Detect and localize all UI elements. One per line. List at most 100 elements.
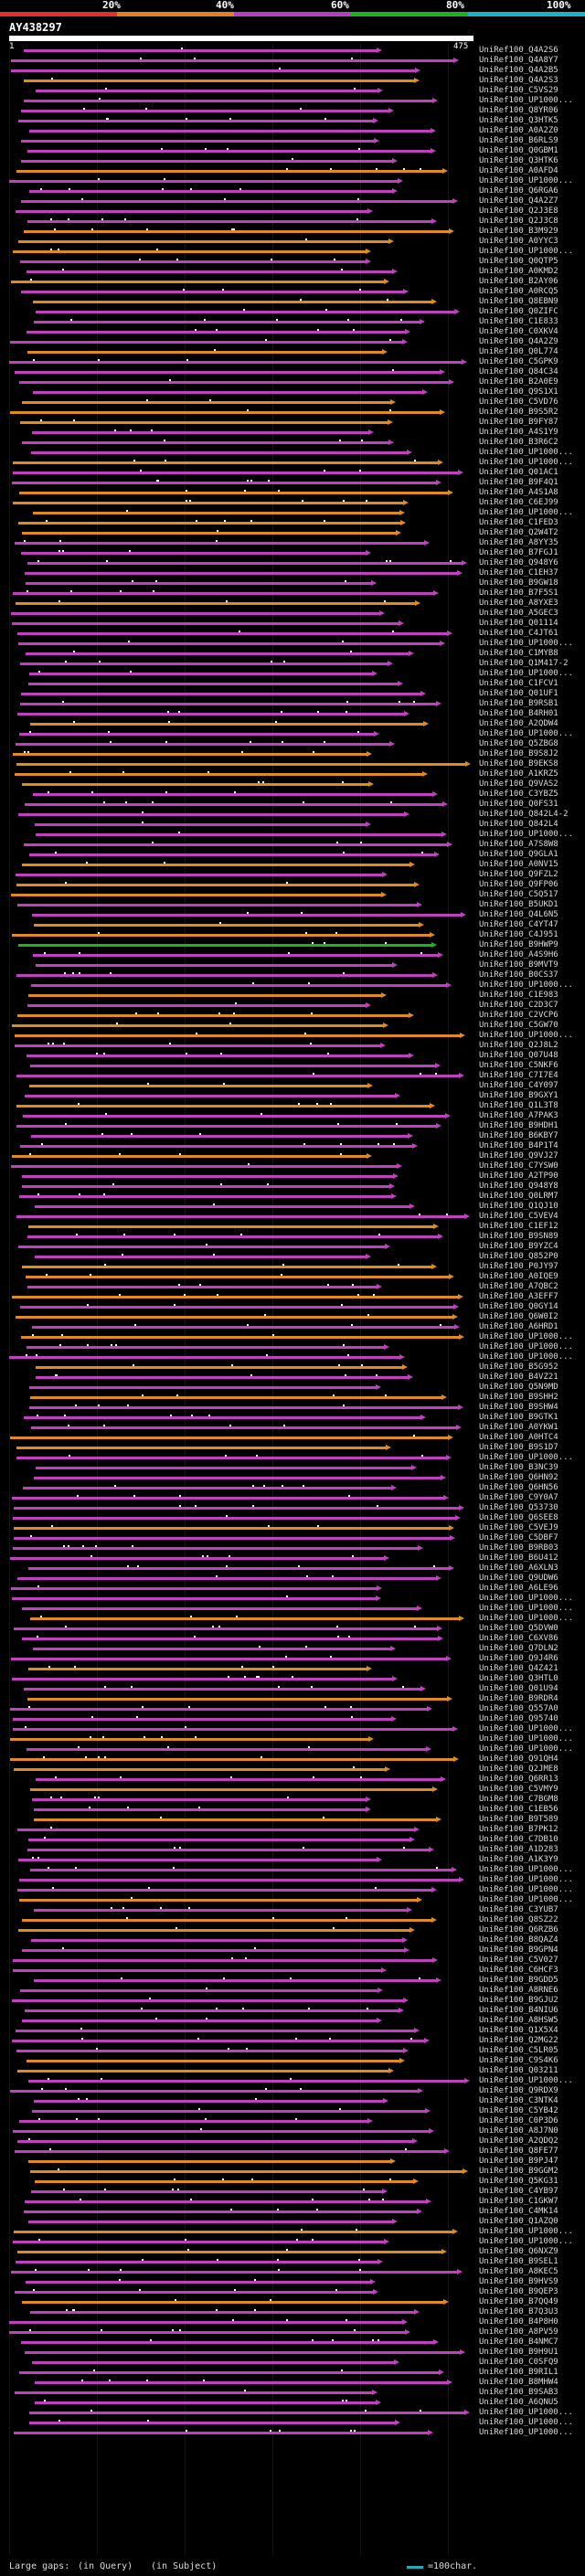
hit-label[interactable]: UniRef100_B5UKD1 bbox=[479, 900, 558, 909]
hit-label[interactable]: UniRef100_A0YKW1 bbox=[479, 1423, 558, 1432]
hit-row[interactable]: UniRef100_Q0QTP5 bbox=[0, 257, 585, 267]
hit-label[interactable]: UniRef100_A4S1Y9 bbox=[479, 428, 558, 437]
hit-row[interactable]: UniRef100_Q4A2S6 bbox=[0, 46, 585, 56]
hit-row[interactable]: UniRef100_A8PV59 bbox=[0, 2327, 585, 2337]
hit-label[interactable]: UniRef100_A7S8W8 bbox=[479, 840, 558, 849]
hit-label[interactable]: UniRef100_Q8FE77 bbox=[479, 2147, 558, 2156]
hit-row[interactable]: UniRef100_C5VMY9 bbox=[0, 1785, 585, 1795]
hit-label[interactable]: UniRef100_UP1000... bbox=[479, 1453, 573, 1462]
hit-row[interactable]: UniRef100_UP1000... bbox=[0, 2428, 585, 2438]
hit-label[interactable]: UniRef100_B9EKS8 bbox=[479, 759, 558, 769]
hit-row[interactable]: UniRef100_Q6SEE8 bbox=[0, 1513, 585, 1523]
hit-row[interactable]: UniRef100_C5V027 bbox=[0, 1956, 585, 1966]
hit-row[interactable]: UniRef100_A6XLN3 bbox=[0, 1564, 585, 1574]
hit-row[interactable]: UniRef100_Q557A0 bbox=[0, 1704, 585, 1714]
hit-label[interactable]: UniRef100_UP1000... bbox=[479, 1734, 573, 1744]
hit-row[interactable]: UniRef100_B7QQ49 bbox=[0, 2297, 585, 2307]
hit-label[interactable]: UniRef100_UP1000... bbox=[479, 1724, 573, 1733]
hit-label[interactable]: UniRef100_C4MK14 bbox=[479, 2207, 558, 2216]
hit-row[interactable]: UniRef100_C7YSW0 bbox=[0, 1161, 585, 1171]
hit-label[interactable]: UniRef100_C5VEJ9 bbox=[479, 1523, 558, 1532]
hit-label[interactable]: UniRef100_C1EH37 bbox=[479, 568, 558, 578]
hit-row[interactable]: UniRef100_Q842L4 bbox=[0, 820, 585, 830]
hit-label[interactable]: UniRef100_A6QNU5 bbox=[479, 2398, 558, 2407]
hit-label[interactable]: UniRef100_UP1000... bbox=[479, 2076, 573, 2085]
hit-row[interactable]: UniRef100_B3M929 bbox=[0, 227, 585, 237]
hit-row[interactable]: UniRef100_C1GKW7 bbox=[0, 2197, 585, 2207]
hit-row[interactable]: UniRef100_C0SFQ9 bbox=[0, 2358, 585, 2368]
hit-label[interactable]: UniRef100_Q2J8L2 bbox=[479, 1041, 558, 1050]
hit-label[interactable]: UniRef100_C7BGM8 bbox=[479, 1795, 558, 1804]
hit-row[interactable]: UniRef100_B9GGM2 bbox=[0, 2167, 585, 2177]
hit-label[interactable]: UniRef100_Q2JME8 bbox=[479, 1765, 558, 1774]
hit-row[interactable]: UniRef100_A4S1A8 bbox=[0, 488, 585, 498]
hit-label[interactable]: UniRef100_A8KEC5 bbox=[479, 2267, 558, 2276]
hit-label[interactable]: UniRef100_Q2J3C8 bbox=[479, 217, 558, 226]
hit-row[interactable]: UniRef100_C4YT47 bbox=[0, 920, 585, 930]
hit-label[interactable]: UniRef100_C4YT47 bbox=[479, 920, 558, 929]
hit-label[interactable]: UniRef100_Q5N9MD bbox=[479, 1383, 558, 1392]
hit-label[interactable]: UniRef100_UP1000... bbox=[479, 981, 573, 990]
hit-row[interactable]: UniRef100_Q9GLA1 bbox=[0, 850, 585, 860]
hit-row[interactable]: UniRef100_UP1000... bbox=[0, 458, 585, 468]
hit-row[interactable]: UniRef100_C3YBZ5 bbox=[0, 790, 585, 800]
hit-row[interactable]: UniRef100_Q5KG31 bbox=[0, 2177, 585, 2187]
hit-label[interactable]: UniRef100_B7PK12 bbox=[479, 1825, 558, 1834]
hit-label[interactable]: UniRef100_B9GJU2 bbox=[479, 1996, 558, 2005]
hit-label[interactable]: UniRef100_Q4Z421 bbox=[479, 1664, 558, 1673]
hit-label[interactable]: UniRef100_C5Q517 bbox=[479, 890, 558, 899]
hit-label[interactable]: UniRef100_Q1AZQ0 bbox=[479, 2217, 558, 2226]
hit-row[interactable]: UniRef100_Q1AZQ0 bbox=[0, 2217, 585, 2227]
hit-row[interactable]: UniRef100_UP1000... bbox=[0, 1885, 585, 1895]
hit-row[interactable]: UniRef100_UP1000... bbox=[0, 669, 585, 679]
hit-row[interactable]: UniRef100_A2QDQ2 bbox=[0, 2136, 585, 2147]
hit-row[interactable]: UniRef100_C4MK14 bbox=[0, 2207, 585, 2217]
hit-label[interactable]: UniRef100_B6KBY7 bbox=[479, 1131, 558, 1140]
hit-label[interactable]: UniRef100_C4YB97 bbox=[479, 2187, 558, 2196]
hit-label[interactable]: UniRef100_C0P3D6 bbox=[479, 2116, 558, 2125]
hit-row[interactable]: UniRef100_B8QAZ4 bbox=[0, 1935, 585, 1945]
hit-label[interactable]: UniRef100_B9S5R2 bbox=[479, 408, 558, 417]
hit-label[interactable]: UniRef100_UP1000... bbox=[479, 1885, 573, 1894]
hit-label[interactable]: UniRef100_A2TP90 bbox=[479, 1171, 558, 1181]
hit-label[interactable]: UniRef100_B9PJ47 bbox=[479, 2157, 558, 2166]
hit-row[interactable]: UniRef100_A0NV15 bbox=[0, 860, 585, 870]
hit-label[interactable]: UniRef100_UP1000... bbox=[479, 1031, 573, 1040]
hit-row[interactable]: UniRef100_UP1000... bbox=[0, 176, 585, 186]
hit-row[interactable]: UniRef100_A7S8W8 bbox=[0, 840, 585, 850]
hit-row[interactable]: UniRef100_Q2J3E8 bbox=[0, 207, 585, 217]
hit-label[interactable]: UniRef100_C5LR05 bbox=[479, 2046, 558, 2055]
hit-label[interactable]: UniRef100_A4S1A8 bbox=[479, 488, 558, 497]
hit-label[interactable]: UniRef100_B9HVS9 bbox=[479, 2277, 558, 2286]
hit-label[interactable]: UniRef100_B4NIU6 bbox=[479, 2006, 558, 2015]
hit-row[interactable]: UniRef100_Q1L3T8 bbox=[0, 1101, 585, 1111]
hit-label[interactable]: UniRef100_C5VD76 bbox=[479, 398, 558, 407]
hit-label[interactable]: UniRef100_C4J951 bbox=[479, 930, 558, 939]
hit-row[interactable]: UniRef100_B9S8J2 bbox=[0, 749, 585, 759]
hit-label[interactable]: UniRef100_C3YBZ5 bbox=[479, 790, 558, 799]
hit-label[interactable]: UniRef100_Q0GBM1 bbox=[479, 146, 558, 155]
hit-row[interactable]: UniRef100_B9SAB3 bbox=[0, 2388, 585, 2398]
hit-row[interactable]: UniRef100_UP1000... bbox=[0, 1332, 585, 1342]
hit-label[interactable]: UniRef100_A0KMD2 bbox=[479, 267, 558, 276]
hit-label[interactable]: UniRef100_C0SFQ9 bbox=[479, 2358, 558, 2367]
hit-label[interactable]: UniRef100_Q1M417-2 bbox=[479, 659, 569, 668]
hit-row[interactable]: UniRef100_C5VS29 bbox=[0, 86, 585, 96]
hit-row[interactable]: UniRef100_Q0GBM1 bbox=[0, 146, 585, 156]
hit-label[interactable]: UniRef100_Q2J3E8 bbox=[479, 207, 558, 216]
hit-row[interactable]: UniRef100_A8HSW5 bbox=[0, 2016, 585, 2026]
hit-label[interactable]: UniRef100_Q01AC1 bbox=[479, 468, 558, 477]
hit-label[interactable]: UniRef100_B9F4Q1 bbox=[479, 478, 558, 487]
hit-row[interactable]: UniRef100_Q0ZIFC bbox=[0, 307, 585, 317]
hit-row[interactable]: UniRef100_B9SEL1 bbox=[0, 2257, 585, 2267]
hit-label[interactable]: UniRef100_A8PV59 bbox=[479, 2327, 558, 2337]
hit-row[interactable]: UniRef100_B9HWP9 bbox=[0, 940, 585, 950]
hit-row[interactable]: UniRef100_B0CS37 bbox=[0, 970, 585, 981]
hit-label[interactable]: UniRef100_UP1000... bbox=[479, 1895, 573, 1904]
hit-label[interactable]: UniRef100_B8MHW4 bbox=[479, 2378, 558, 2387]
hit-label[interactable]: UniRef100_UP1000... bbox=[479, 1604, 573, 1613]
hit-label[interactable]: UniRef100_Q842L4-2 bbox=[479, 810, 569, 819]
hit-row[interactable]: UniRef100_A0HTC4 bbox=[0, 1433, 585, 1443]
hit-row[interactable]: UniRef100_UP1000... bbox=[0, 1614, 585, 1624]
hit-row[interactable]: UniRef100_UP1000... bbox=[0, 1895, 585, 1905]
